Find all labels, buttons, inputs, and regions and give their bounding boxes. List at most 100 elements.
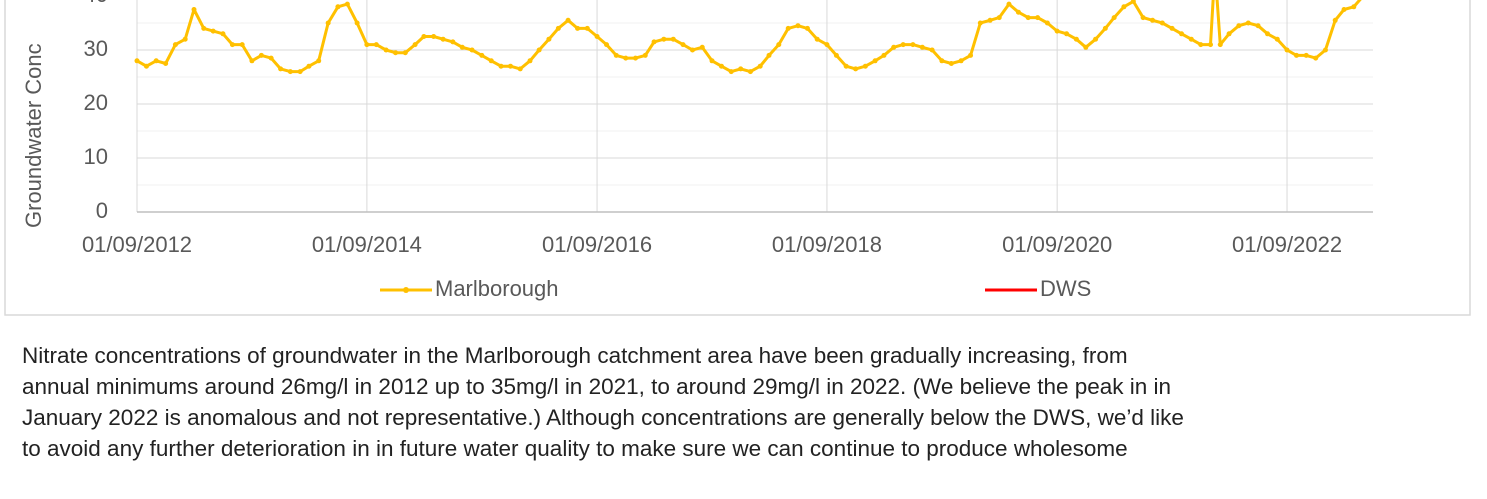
- data-point: [373, 42, 379, 48]
- x-tick-label: 01/09/2014: [312, 232, 422, 257]
- paragraph-line: to avoid any further deterioration in in…: [22, 436, 1128, 461]
- data-point: [968, 52, 974, 58]
- data-point: [1303, 52, 1309, 58]
- x-tick-label: 01/09/2018: [772, 232, 882, 257]
- data-point: [728, 69, 734, 75]
- data-point: [469, 47, 475, 53]
- y-tick-label: 10: [84, 144, 108, 169]
- data-point: [977, 20, 983, 26]
- data-point: [843, 63, 849, 69]
- data-point: [383, 47, 389, 53]
- data-point: [527, 58, 533, 64]
- data-point: [1179, 31, 1185, 37]
- data-point: [450, 39, 456, 45]
- data-point: [584, 25, 590, 31]
- data-point: [1054, 28, 1060, 34]
- x-tick-label: 01/09/2020: [1002, 232, 1112, 257]
- data-point: [1064, 31, 1070, 37]
- data-point: [651, 39, 657, 45]
- data-point: [354, 20, 360, 26]
- data-point: [661, 36, 667, 42]
- data-point: [1255, 23, 1261, 29]
- data-point: [488, 58, 494, 64]
- data-point: [623, 55, 629, 61]
- data-point: [268, 55, 274, 61]
- data-point: [632, 55, 638, 61]
- paragraph-line: annual minimums around 26mg/l in 2012 up…: [22, 374, 1172, 399]
- data-point: [201, 25, 207, 31]
- data-point: [220, 31, 226, 37]
- data-point: [795, 23, 801, 29]
- legend-marker: [403, 287, 409, 293]
- data-point: [546, 36, 552, 42]
- data-point: [958, 58, 964, 64]
- data-point: [210, 28, 216, 34]
- data-point: [1208, 42, 1214, 48]
- y-tick-label: 30: [84, 36, 108, 61]
- data-point: [862, 63, 868, 69]
- x-tick-label: 01/09/2012: [82, 232, 192, 257]
- data-point: [440, 36, 446, 42]
- chart: Groundwater Conc 010203040506001/09/2012…: [4, 0, 1471, 316]
- data-point: [143, 63, 149, 69]
- chart-frame: [4, 0, 1471, 316]
- data-point: [1159, 20, 1165, 26]
- data-point: [900, 42, 906, 48]
- data-point: [1265, 31, 1271, 37]
- y-tick-label: 0: [96, 198, 108, 223]
- data-point: [393, 50, 399, 56]
- data-point: [642, 52, 648, 58]
- data-point: [1284, 47, 1290, 53]
- data-point: [249, 58, 255, 64]
- data-point: [1322, 47, 1328, 53]
- data-point: [1083, 44, 1089, 50]
- data-point: [1102, 25, 1108, 31]
- data-point: [919, 44, 925, 50]
- data-point: [1332, 17, 1338, 23]
- data-point: [766, 52, 772, 58]
- data-point: [258, 52, 264, 58]
- data-point: [1015, 9, 1021, 15]
- data-point: [747, 69, 753, 75]
- data-point: [833, 52, 839, 58]
- data-point: [1198, 42, 1204, 48]
- data-point: [402, 50, 408, 56]
- data-point: [785, 25, 791, 31]
- data-point: [709, 58, 715, 64]
- data-point: [929, 47, 935, 53]
- data-point: [172, 42, 178, 48]
- data-point: [565, 17, 571, 23]
- data-point: [239, 42, 245, 48]
- data-point: [229, 42, 235, 48]
- data-point: [182, 36, 188, 42]
- data-point: [1313, 55, 1319, 61]
- data-point: [1093, 36, 1099, 42]
- data-point: [1006, 1, 1012, 7]
- data-point: [575, 25, 581, 31]
- data-point: [134, 58, 140, 64]
- data-point: [555, 25, 561, 31]
- data-point: [891, 44, 897, 50]
- data-point: [1169, 25, 1175, 31]
- data-point: [1217, 42, 1223, 48]
- data-point: [344, 1, 350, 7]
- data-point: [1351, 4, 1357, 10]
- data-point: [939, 58, 945, 64]
- data-point: [689, 47, 695, 53]
- data-point: [699, 44, 705, 50]
- data-point: [335, 4, 341, 10]
- data-point: [680, 42, 686, 48]
- data-point: [594, 34, 600, 39]
- data-point: [316, 58, 322, 64]
- data-point: [1245, 20, 1251, 26]
- data-point: [1121, 4, 1127, 10]
- data-point: [507, 63, 513, 69]
- data-point: [325, 20, 331, 26]
- data-point: [1341, 7, 1347, 12]
- data-point: [1044, 20, 1050, 26]
- data-point: [738, 66, 744, 72]
- data-point: [431, 34, 437, 39]
- data-point: [910, 42, 916, 48]
- paragraph-line: January 2022 is anomalous and not repres…: [22, 405, 1184, 430]
